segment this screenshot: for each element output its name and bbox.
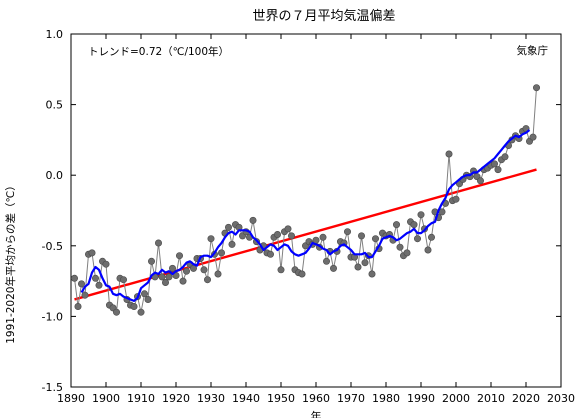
annual-point [417,211,425,219]
annual-point [81,291,89,299]
annual-point [179,277,187,285]
x-tick-label: 1920 [162,392,190,405]
annual-point [78,280,86,288]
x-tick-label: 2010 [477,392,505,405]
annual-point [329,264,337,272]
annual-point [155,239,163,247]
annual-point [165,273,173,281]
x-tick-label: 2000 [442,392,470,405]
annual-point [144,295,152,303]
chart-title: 世界の７月平均気温偏差 [252,8,395,24]
running-mean-series [80,129,531,302]
annual-point [176,252,184,260]
annual-line [74,87,537,314]
trend-series [74,168,537,301]
trend-line [74,168,537,301]
annual-point [228,240,236,248]
annual-point [88,249,96,257]
annual-point [158,273,166,281]
annual-point [357,232,365,240]
annual-point [354,263,362,271]
source-label: 気象庁 [517,44,549,57]
annual-point [162,278,170,286]
x-tick-label: 1940 [232,392,260,405]
annual-point [71,274,79,282]
annual-point [249,216,257,224]
annual-point [218,249,226,257]
annual-point [403,249,411,257]
annual-point [368,270,376,278]
annual-point [494,166,502,174]
annual-point [284,225,292,233]
annual-point [287,232,295,240]
x-tick-label: 1910 [127,392,155,405]
annual-point [532,84,540,92]
y-tick-label: -1.0 [42,310,63,323]
annual-point [427,233,435,241]
trend-annotation: トレンド=0.72（℃/100年） [88,45,229,58]
y-tick-label: 1.0 [46,28,64,41]
annual-point [396,243,404,251]
y-axis-label: 1991-2020年平均からの差（℃） [4,180,17,344]
annual-point [273,231,281,239]
annual-point [424,246,432,254]
annual-point [529,133,537,141]
x-tick-label: 1890 [57,392,85,405]
annual-point [343,228,351,236]
annual-point [490,160,498,168]
y-axis-ticks: 1.0 0.5 0.0 -0.5 -1.0 -1.5 [42,28,561,394]
annual-point [113,308,121,316]
annual-point [322,257,330,265]
plot-border [70,33,562,388]
annual-point [319,233,327,241]
annual-point [361,259,369,267]
annual-point [169,264,177,272]
x-tick-label: 1980 [372,392,400,405]
annual-point [277,266,285,274]
annual-point [120,276,128,284]
x-tick-label: 1990 [407,392,435,405]
x-tick-label: 1900 [92,392,120,405]
x-tick-label: 1970 [337,392,365,405]
annual-point [200,266,208,274]
annual-point [225,223,233,231]
annual-point [266,250,274,258]
annual-point [476,177,484,185]
annual-point [141,290,149,298]
annual-point [130,302,138,310]
x-axis-label: 年 [311,409,322,418]
running-mean-line [80,129,531,302]
annual-point [452,195,460,203]
annual-point [148,257,156,265]
x-axis-ticks: 1890 1900 1910 1920 1930 1940 1950 1960 1970 1980… [57,34,575,405]
y-tick-label: -0.5 [42,240,63,253]
x-tick-label: 1930 [197,392,225,405]
plot-area [70,33,562,388]
annual-point [207,235,215,243]
x-tick-label: 2030 [547,392,575,405]
annual-point [74,302,82,310]
annual-point [95,281,103,289]
annual-point [371,235,379,243]
y-tick-label: 0.5 [46,99,64,112]
annual-point [410,221,418,229]
x-tick-label: 2020 [512,392,540,405]
annual-point [392,221,400,229]
x-tick-label: 1960 [302,392,330,405]
annual-point [204,276,212,284]
annual-point [137,308,145,316]
annual-point [92,274,100,282]
x-tick-label: 1950 [267,392,295,405]
annual-point [183,267,191,275]
annual-point [102,260,110,268]
annual-point [445,150,453,158]
annual-point [298,270,306,278]
y-tick-label: 0.0 [46,169,64,182]
annual-point [214,270,222,278]
annual-point [501,153,509,161]
annual-point [413,235,421,243]
y-tick-label: -1.5 [42,381,63,394]
